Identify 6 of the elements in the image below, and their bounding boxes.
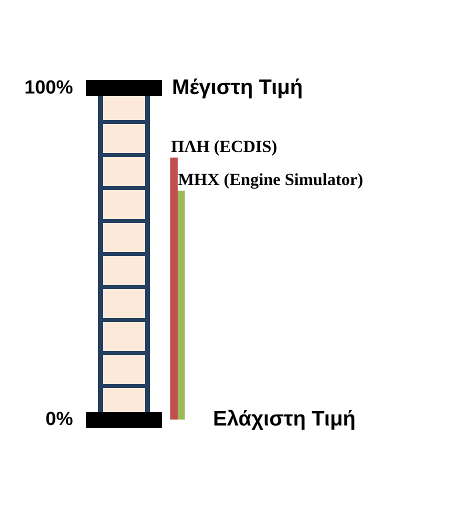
series-label: ΜΗΧ (Engine Simulator) [178, 170, 364, 189]
series-label: ΠΛΗ (ECDIS) [171, 136, 278, 156]
text: Ελάχιστη Τιμή [213, 407, 356, 430]
annotation: Μέγιστη Τιμή [172, 76, 303, 100]
y-tick-label: 100% [24, 78, 74, 99]
y-tick-label: 0% [46, 408, 74, 430]
